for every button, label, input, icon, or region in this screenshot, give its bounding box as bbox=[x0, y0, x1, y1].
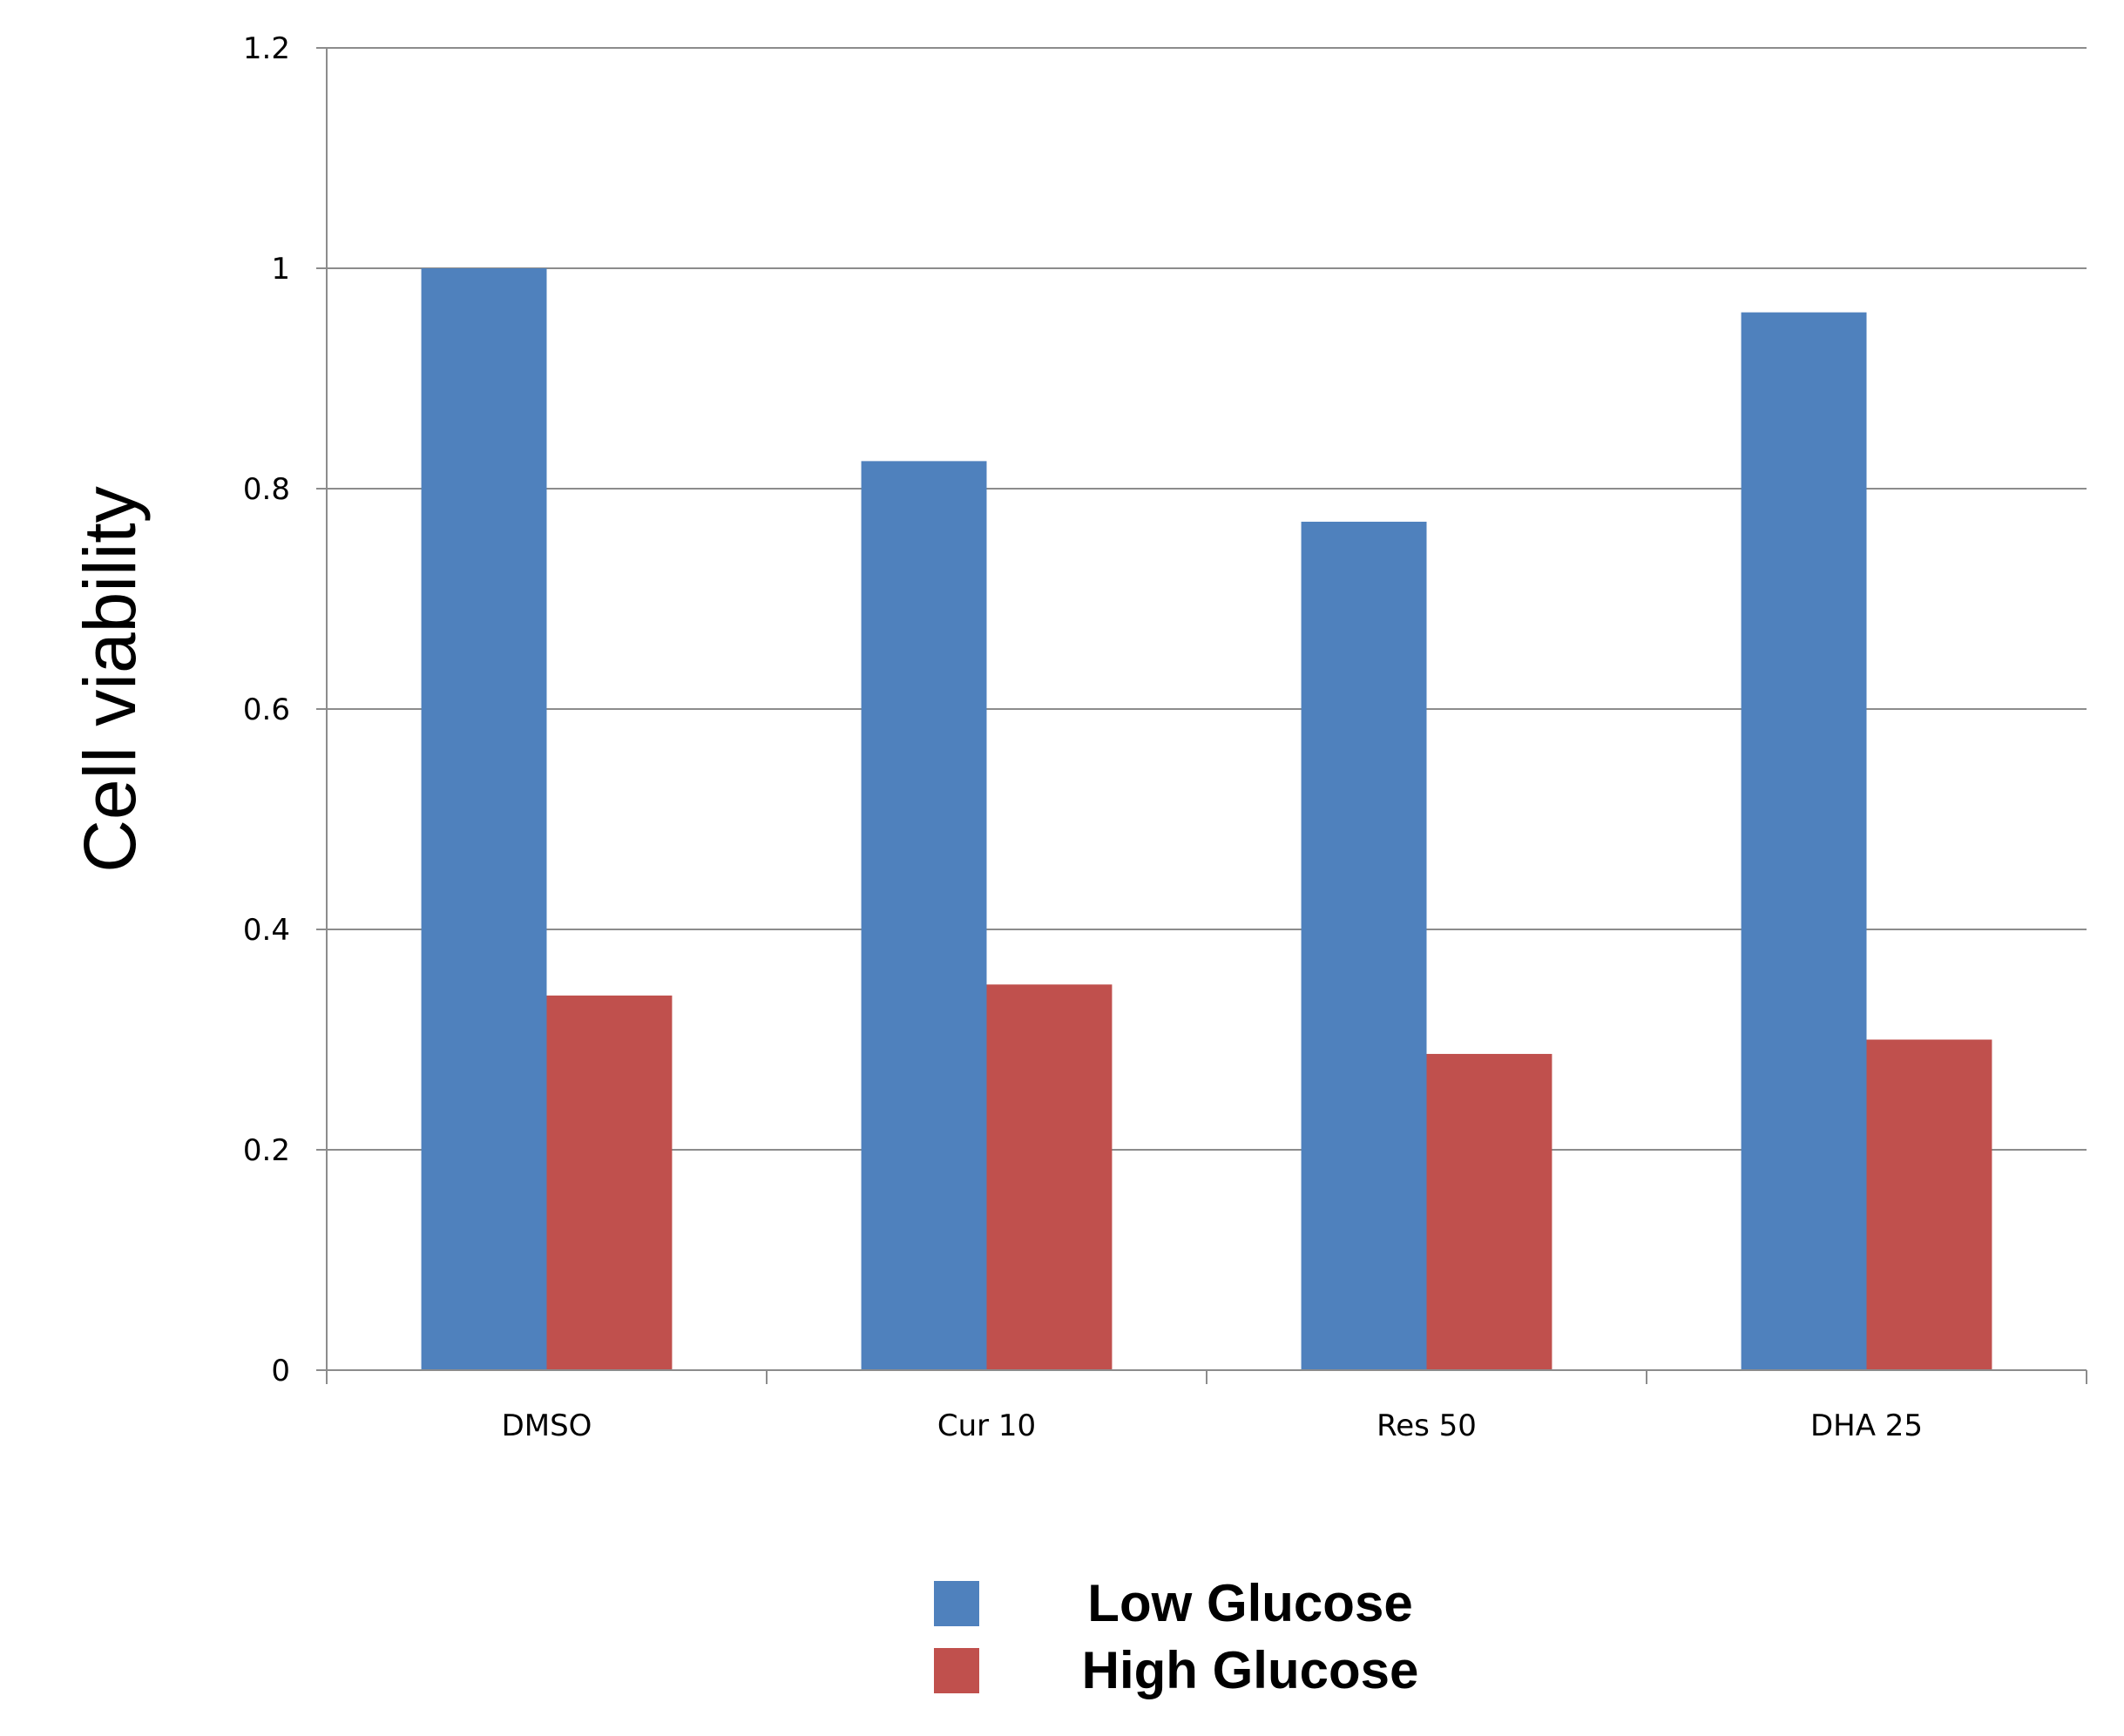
axes bbox=[316, 47, 2087, 1384]
bar-high-glucose-dha-25 bbox=[1866, 1039, 1992, 1370]
bar-high-glucose-dmso bbox=[546, 995, 673, 1370]
bar-high-glucose-res-50 bbox=[1426, 1053, 1552, 1370]
x-tick-label: DMSO bbox=[502, 1408, 592, 1443]
bar-low-glucose-cur-10 bbox=[861, 461, 987, 1370]
bar-low-glucose-res-50 bbox=[1301, 521, 1427, 1370]
bars bbox=[421, 268, 1992, 1371]
y-axis-label: Cell viability bbox=[69, 486, 151, 872]
bar-low-glucose-dha-25 bbox=[1741, 312, 1867, 1371]
x-tick-label: DHA 25 bbox=[1810, 1408, 1923, 1443]
x-tick-label: Res 50 bbox=[1377, 1408, 1477, 1443]
legend-swatch bbox=[934, 1648, 979, 1693]
y-tick-label: 0.8 bbox=[243, 472, 290, 507]
legend: Low Glucose High Glucose bbox=[934, 1574, 1418, 1699]
x-tick-labels: DMSO Cur 10 Res 50 DHA 25 bbox=[502, 1408, 1923, 1443]
y-tick-label: 1 bbox=[271, 252, 290, 287]
bar-low-glucose-dmso bbox=[421, 268, 547, 1370]
y-tick-label: 0.2 bbox=[243, 1133, 290, 1168]
y-tick-labels: 0 0.2 0.4 0.6 0.8 1 1.2 bbox=[243, 31, 290, 1388]
legend-swatch bbox=[934, 1581, 979, 1626]
y-tick-label: 0.4 bbox=[243, 913, 290, 948]
y-tick-label: 0 bbox=[271, 1354, 290, 1388]
bar-high-glucose-cur-10 bbox=[986, 984, 1113, 1370]
legend-label: High Glucose bbox=[1082, 1641, 1419, 1699]
x-tick-label: Cur 10 bbox=[937, 1408, 1036, 1443]
legend-label: Low Glucose bbox=[1087, 1574, 1412, 1632]
y-tick-label: 1.2 bbox=[243, 31, 290, 66]
y-tick-label: 0.6 bbox=[243, 692, 290, 727]
